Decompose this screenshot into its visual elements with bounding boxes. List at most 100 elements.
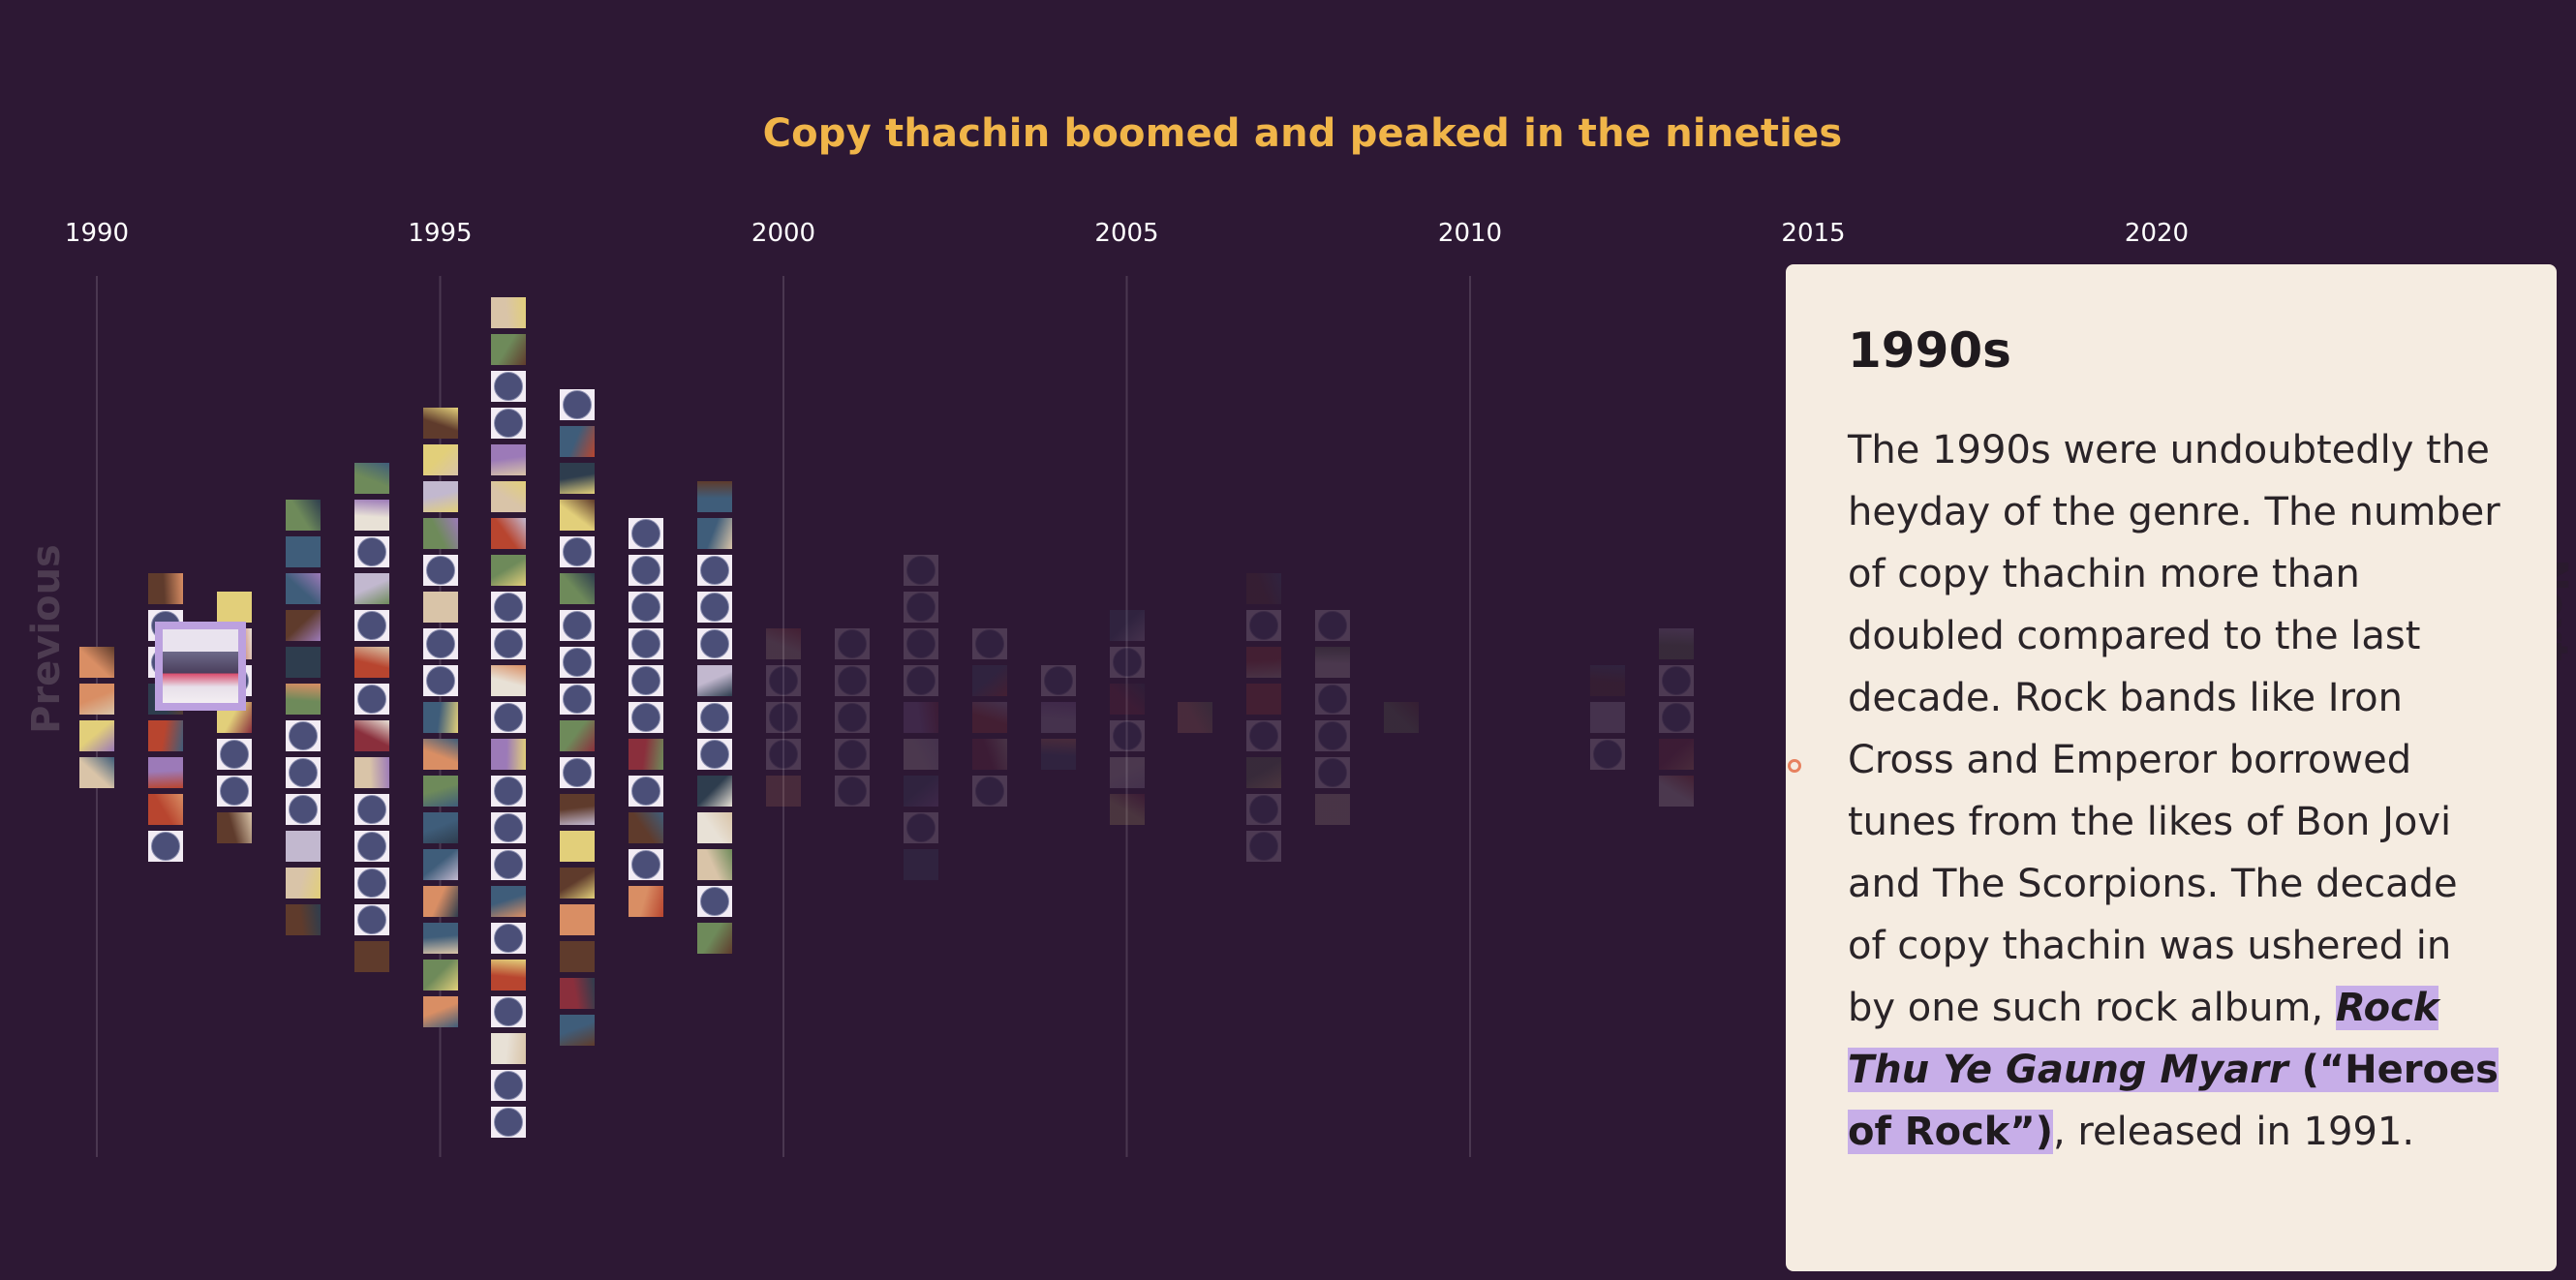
album-cover-1997[interactable]: [560, 647, 596, 678]
album-cover-2002[interactable]: [903, 812, 938, 843]
album-cover-1997[interactable]: [560, 978, 596, 1009]
album-cover-1997[interactable]: [560, 757, 596, 788]
album-cover-1994[interactable]: [353, 904, 389, 935]
album-cover-1994[interactable]: [353, 647, 389, 678]
album-cover-1995[interactable]: [422, 555, 458, 586]
album-cover-2004[interactable]: [1040, 665, 1076, 696]
album-cover-1999[interactable]: [697, 739, 733, 770]
album-cover-2004[interactable]: [1040, 739, 1076, 770]
album-cover-1997[interactable]: [560, 1015, 596, 1046]
album-cover-1992[interactable]: [216, 812, 252, 843]
album-cover-2003[interactable]: [971, 739, 1007, 770]
album-cover-2012[interactable]: [1589, 739, 1625, 770]
album-cover-1996[interactable]: [491, 849, 527, 880]
album-cover-2005[interactable]: [1109, 684, 1145, 715]
album-cover-1993[interactable]: [285, 536, 321, 567]
album-cover-2005[interactable]: [1109, 794, 1145, 825]
album-cover-2000[interactable]: [766, 665, 801, 696]
album-cover-1998[interactable]: [629, 702, 664, 733]
album-cover-1999[interactable]: [697, 923, 733, 954]
album-cover-2003[interactable]: [971, 702, 1007, 733]
album-cover-1994[interactable]: [353, 500, 389, 531]
album-cover-1997[interactable]: [560, 463, 596, 494]
album-cover-1993[interactable]: [285, 868, 321, 899]
album-cover-2000[interactable]: [766, 702, 801, 733]
album-cover-1993[interactable]: [285, 794, 321, 825]
album-cover-1991[interactable]: [147, 720, 183, 751]
album-cover-1996[interactable]: [491, 555, 527, 586]
album-cover-1996[interactable]: [491, 1033, 527, 1064]
album-cover-1992[interactable]: [216, 592, 252, 623]
album-cover-1998[interactable]: [629, 886, 664, 917]
album-cover-1992[interactable]: [216, 739, 252, 770]
album-cover-2000[interactable]: [766, 776, 801, 807]
album-cover-1998[interactable]: [629, 812, 664, 843]
album-cover-1994[interactable]: [353, 757, 389, 788]
album-cover-2002[interactable]: [903, 849, 938, 880]
album-cover-1997[interactable]: [560, 868, 596, 899]
album-cover-1994[interactable]: [353, 610, 389, 641]
album-cover-1990[interactable]: [79, 647, 114, 678]
album-cover-2007[interactable]: [1246, 684, 1282, 715]
album-cover-1998[interactable]: [629, 555, 664, 586]
album-cover-1995[interactable]: [422, 886, 458, 917]
album-cover-1994[interactable]: [353, 536, 389, 567]
album-cover-1996[interactable]: [491, 776, 527, 807]
album-cover-1994[interactable]: [353, 573, 389, 604]
album-cover-2002[interactable]: [903, 739, 938, 770]
album-cover-1996[interactable]: [491, 960, 527, 990]
album-cover-1990[interactable]: [79, 684, 114, 715]
album-cover-2002[interactable]: [903, 702, 938, 733]
album-cover-1993[interactable]: [285, 757, 321, 788]
album-cover-1997[interactable]: [560, 573, 596, 604]
album-cover-1995[interactable]: [422, 776, 458, 807]
album-cover-2013[interactable]: [1658, 739, 1694, 770]
album-cover-1991[interactable]: [147, 794, 183, 825]
album-cover-1998[interactable]: [629, 592, 664, 623]
album-cover-1996[interactable]: [491, 628, 527, 659]
album-cover-2007[interactable]: [1246, 720, 1282, 751]
album-cover-1999[interactable]: [697, 776, 733, 807]
album-cover-1996[interactable]: [491, 1107, 527, 1138]
album-cover-2005[interactable]: [1109, 720, 1145, 751]
album-cover-1993[interactable]: [285, 500, 321, 531]
album-cover-1999[interactable]: [697, 886, 733, 917]
album-cover-2013[interactable]: [1658, 628, 1694, 659]
album-cover-1995[interactable]: [422, 628, 458, 659]
album-cover-1991[interactable]: [147, 831, 183, 862]
album-cover-1996[interactable]: [491, 518, 527, 549]
album-cover-1995[interactable]: [422, 481, 458, 512]
album-cover-1999[interactable]: [697, 702, 733, 733]
album-cover-1999[interactable]: [697, 665, 733, 696]
album-cover-1999[interactable]: [697, 812, 733, 843]
album-cover-1996[interactable]: [491, 592, 527, 623]
album-cover-2008[interactable]: [1315, 757, 1351, 788]
album-cover-1990[interactable]: [79, 720, 114, 751]
album-cover-2008[interactable]: [1315, 610, 1351, 641]
album-cover-2001[interactable]: [834, 628, 870, 659]
album-cover-1998[interactable]: [629, 518, 664, 549]
album-cover-1993[interactable]: [285, 573, 321, 604]
album-cover-2007[interactable]: [1246, 794, 1282, 825]
album-cover-1996[interactable]: [491, 481, 527, 512]
album-cover-1994[interactable]: [353, 941, 389, 972]
album-cover-1997[interactable]: [560, 610, 596, 641]
album-cover-1995[interactable]: [422, 592, 458, 623]
album-cover-1999[interactable]: [697, 481, 733, 512]
album-cover-2003[interactable]: [971, 665, 1007, 696]
album-cover-2002[interactable]: [903, 665, 938, 696]
album-cover-1995[interactable]: [422, 923, 458, 954]
album-cover-1995[interactable]: [422, 849, 458, 880]
album-cover-2004[interactable]: [1040, 702, 1076, 733]
album-cover-1998[interactable]: [629, 739, 664, 770]
album-cover-1996[interactable]: [491, 739, 527, 770]
album-cover-1993[interactable]: [285, 720, 321, 751]
album-cover-1995[interactable]: [422, 960, 458, 990]
album-cover-2009[interactable]: [1384, 702, 1420, 733]
album-cover-1991[interactable]: [147, 757, 183, 788]
album-cover-1997[interactable]: [560, 536, 596, 567]
album-cover-2000[interactable]: [766, 628, 801, 659]
album-cover-1995[interactable]: [422, 812, 458, 843]
album-cover-2001[interactable]: [834, 702, 870, 733]
album-cover-1999[interactable]: [697, 849, 733, 880]
